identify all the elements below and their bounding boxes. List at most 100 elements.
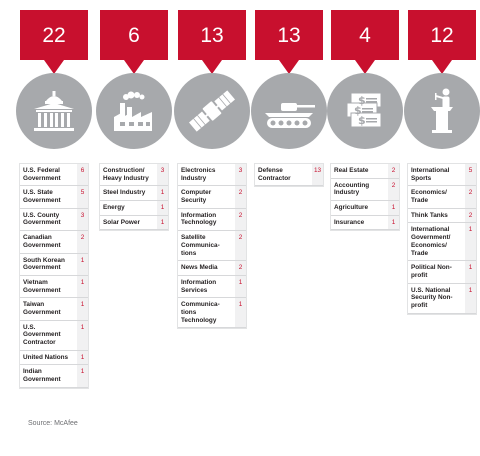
list-item: United Nations 1 bbox=[20, 350, 88, 366]
svg-text:$: $ bbox=[358, 114, 366, 127]
list-item: Think Tanks 2 bbox=[408, 208, 476, 224]
item-value: 1 bbox=[464, 223, 476, 261]
sector-total: 6 bbox=[128, 24, 140, 47]
item-value: 2 bbox=[234, 186, 246, 208]
list-item: Computer Security 2 bbox=[178, 186, 246, 209]
list-item: Energy 1 bbox=[100, 201, 168, 216]
list-item: Information Services 1 bbox=[178, 275, 246, 299]
list-item: Indian Government 1 bbox=[20, 365, 88, 388]
list-item: Agriculture 1 bbox=[331, 201, 399, 216]
item-label: Defense Contractor bbox=[255, 164, 311, 186]
list-item: South Korean Government 1 bbox=[20, 253, 88, 276]
sector-total: 12 bbox=[430, 24, 454, 47]
list-item: U.S. Federal Government 6 bbox=[20, 164, 88, 187]
icon-circle bbox=[96, 73, 172, 149]
list-item: Real Estate 2 bbox=[331, 164, 399, 179]
sector-list: Defense Contractor 13 bbox=[255, 164, 323, 187]
item-label: Steel Industry bbox=[100, 186, 156, 201]
list-item: Satellite Communica-tions 2 bbox=[178, 231, 246, 262]
item-value: 1 bbox=[76, 350, 88, 365]
list-item: International Sports 5 bbox=[408, 164, 476, 187]
item-label: Accounting Industry bbox=[331, 178, 387, 201]
item-value: 2 bbox=[464, 186, 476, 208]
sector-list: Construction/ Heavy Industry 3 Steel Indus… bbox=[100, 164, 168, 231]
item-value: 13 bbox=[311, 164, 323, 186]
svg-text:$: $ bbox=[354, 104, 362, 117]
item-value: 3 bbox=[156, 164, 168, 186]
item-value: 1 bbox=[234, 298, 246, 328]
list-item: Canadian Government 2 bbox=[20, 231, 88, 254]
item-value: 1 bbox=[464, 283, 476, 313]
list-item: U.S. State Government 5 bbox=[20, 186, 88, 209]
item-label: Real Estate bbox=[331, 164, 387, 178]
item-label: Information Services bbox=[178, 275, 234, 298]
sector-list: U.S. Federal Government 6 U.S. State Gover… bbox=[20, 164, 88, 388]
item-label: Indian Government bbox=[20, 365, 76, 387]
item-value: 2 bbox=[387, 178, 399, 201]
list-item: Accounting Industry 2 bbox=[331, 178, 399, 202]
sector-total: 22 bbox=[42, 24, 66, 47]
count-banner bbox=[255, 10, 323, 74]
item-label: Energy bbox=[100, 201, 156, 215]
item-label: Agriculture bbox=[331, 201, 387, 215]
item-value: 2 bbox=[234, 231, 246, 261]
icon-circle bbox=[174, 73, 250, 149]
item-value: 1 bbox=[387, 201, 399, 215]
count-banner bbox=[20, 10, 88, 74]
item-label: Communica-tions Technology bbox=[178, 298, 234, 328]
item-label: U.S. State Government bbox=[20, 186, 76, 208]
count-banner bbox=[331, 10, 399, 74]
list-item: Political Non-profit 1 bbox=[408, 261, 476, 284]
sector-total: 13 bbox=[277, 24, 301, 47]
item-label: Electronics Industry bbox=[178, 164, 234, 186]
item-label: Canadian Government bbox=[20, 231, 76, 253]
item-value: 1 bbox=[76, 253, 88, 275]
item-label: U.S. National Security Non-profit bbox=[408, 283, 464, 313]
item-value: 1 bbox=[76, 275, 88, 298]
list-item: Insurance 1 bbox=[331, 215, 399, 231]
list-item: Defense Contractor 13 bbox=[255, 164, 323, 187]
list-item: Construction/ Heavy Industry 3 bbox=[100, 164, 168, 187]
item-value: 3 bbox=[76, 208, 88, 231]
item-value: 1 bbox=[234, 275, 246, 298]
item-label: Solar Power bbox=[100, 215, 156, 230]
item-label: Information Technology bbox=[178, 208, 234, 231]
count-banner bbox=[408, 10, 476, 74]
sector-total: 4 bbox=[359, 24, 371, 47]
item-value: 1 bbox=[156, 186, 168, 201]
item-label: U.S. Federal Government bbox=[20, 164, 76, 186]
item-label: Political Non-profit bbox=[408, 261, 464, 283]
list-item: News Media 2 bbox=[178, 261, 246, 276]
item-label: International Sports bbox=[408, 164, 464, 186]
icon-circle bbox=[16, 73, 92, 149]
item-label: Insurance bbox=[331, 215, 387, 230]
item-value: 2 bbox=[234, 208, 246, 231]
item-value: 2 bbox=[234, 261, 246, 275]
list-item: U.S. Government Contractor 1 bbox=[20, 320, 88, 351]
item-value: 5 bbox=[464, 164, 476, 186]
list-item: Steel Industry 1 bbox=[100, 186, 168, 202]
list-item: Information Technology 2 bbox=[178, 208, 246, 232]
list-item: U.S. County Government 3 bbox=[20, 208, 88, 232]
list-item: International Government/ Economics/ Tra… bbox=[408, 223, 476, 262]
item-label: Economics/ Trade bbox=[408, 186, 464, 208]
item-value: 1 bbox=[156, 201, 168, 215]
item-value: 1 bbox=[76, 298, 88, 320]
item-label: News Media bbox=[178, 261, 234, 275]
list-item: Communica-tions Technology 1 bbox=[178, 298, 246, 329]
item-label: Taiwan Government bbox=[20, 298, 76, 320]
item-value: 2 bbox=[387, 164, 399, 178]
item-label: Think Tanks bbox=[408, 208, 464, 223]
list-item: U.S. National Security Non-profit 1 bbox=[408, 283, 476, 314]
item-value: 1 bbox=[464, 261, 476, 283]
item-label: Computer Security bbox=[178, 186, 234, 208]
item-label: South Korean Government bbox=[20, 253, 76, 275]
sector-list: Electronics Industry 3 Computer Security 2 I… bbox=[178, 164, 246, 329]
item-label: Vietnam Government bbox=[20, 275, 76, 298]
list-item: Electronics Industry 3 bbox=[178, 164, 246, 187]
sector-list: Real Estate 2 Accounting Industry 2 Agricult… bbox=[331, 164, 399, 231]
item-value: 3 bbox=[234, 164, 246, 186]
item-label: United Nations bbox=[20, 350, 76, 365]
icon-circle bbox=[251, 73, 327, 149]
sector-total: 13 bbox=[200, 24, 224, 47]
